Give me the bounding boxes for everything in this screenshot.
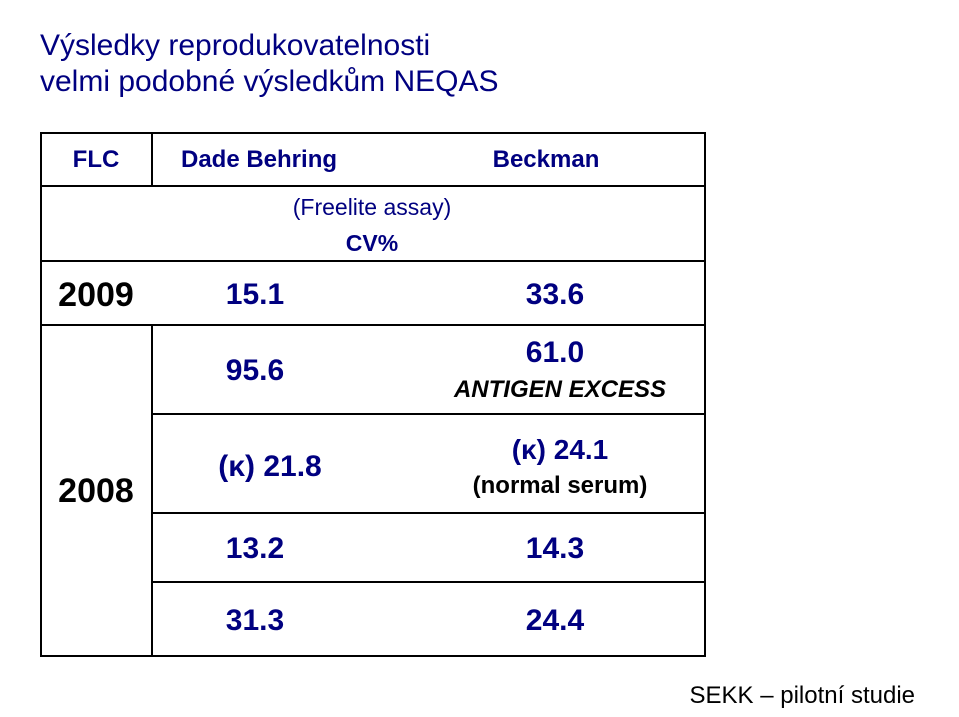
beckman-2008-c: 14.3	[525, 532, 585, 565]
year-2009: 2009	[58, 276, 134, 314]
year-2008: 2008	[58, 472, 134, 510]
table-border-bottom	[40, 655, 706, 657]
dade-2008-b: (κ) 21.8	[218, 450, 322, 483]
table-border-left	[40, 132, 42, 657]
table-border-right	[704, 132, 706, 657]
beckman-2008-a: 61.0	[525, 336, 585, 369]
table-line-row3	[152, 581, 706, 583]
dade-2008-d: 31.3	[225, 604, 285, 637]
dade-2008-a: 95.6	[225, 354, 285, 387]
header-dade-behring: Dade Behring	[180, 146, 338, 173]
table-line-subheader	[40, 260, 706, 262]
slide-title: Výsledky reprodukovatelnosti velmi podob…	[40, 28, 499, 100]
dade-2008-c: 13.2	[225, 532, 285, 565]
table-line-row2	[152, 512, 706, 514]
header-beckman: Beckman	[492, 146, 600, 173]
header-flc: FLC	[72, 146, 120, 173]
beckman-2008-b-note: (normal serum)	[472, 472, 648, 499]
table-line-col1	[151, 132, 153, 186]
table-line-col1-lower	[151, 324, 153, 657]
beckman-2008-b: (κ) 24.1	[511, 434, 609, 465]
table-line-2009	[40, 324, 706, 326]
table-line-header	[40, 185, 706, 187]
title-line-2: velmi podobné výsledkům NEQAS	[40, 65, 499, 98]
subheader-assay: (Freelite assay)	[292, 194, 452, 220]
dade-2009: 15.1	[225, 278, 285, 311]
beckman-2008-d: 24.4	[525, 604, 585, 637]
beckman-2009: 33.6	[525, 278, 585, 311]
subheader-cv: CV%	[345, 230, 399, 256]
beckman-2008-a-note: ANTIGEN EXCESS	[453, 376, 667, 403]
results-table: FLC Dade Behring Beckman (Freelite assay…	[40, 132, 706, 657]
table-line-row1	[152, 413, 706, 415]
title-line-1: Výsledky reprodukovatelnosti	[40, 29, 431, 62]
footer-label: SEKK – pilotní studie	[689, 682, 915, 709]
table-border-top	[40, 132, 706, 134]
